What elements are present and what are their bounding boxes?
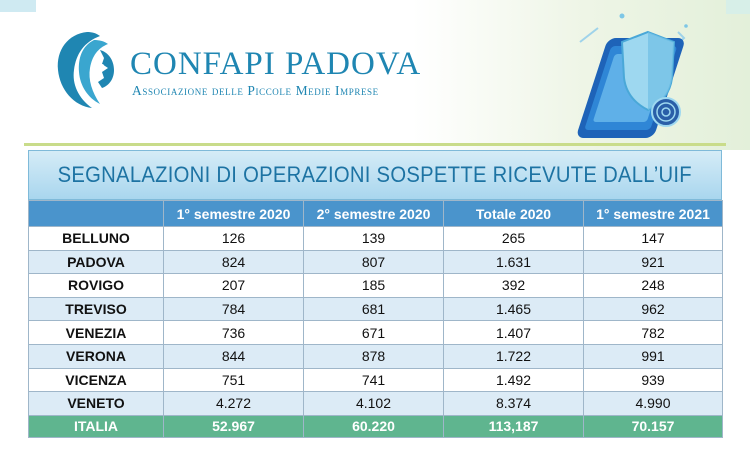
brand-subtitle: Associazione delle Piccole Medie Imprese bbox=[132, 83, 379, 98]
value-cell: 8.374 bbox=[443, 391, 584, 416]
total-row: ITALIA 52.967 60.220 113,187 70.157 bbox=[28, 414, 723, 438]
value-cell: 139 bbox=[303, 226, 444, 251]
value-cell: 741 bbox=[303, 367, 444, 393]
value-cell: 392 bbox=[443, 273, 584, 298]
value-cell: 962 bbox=[583, 296, 723, 322]
value-cell: 939 bbox=[583, 367, 723, 393]
header-divider bbox=[24, 143, 726, 146]
total-label-cell: ITALIA bbox=[28, 414, 164, 438]
header-cell: 1° semestre 2021 bbox=[583, 200, 723, 227]
value-cell: 921 bbox=[583, 249, 723, 275]
total-value-cell: 52.967 bbox=[163, 414, 304, 438]
value-cell: 265 bbox=[443, 226, 584, 251]
corner-tab-left bbox=[0, 0, 36, 12]
region-cell: VERONA bbox=[28, 343, 164, 369]
value-cell: 807 bbox=[303, 249, 444, 275]
value-cell: 991 bbox=[583, 343, 723, 369]
region-cell: TREVISO bbox=[28, 296, 164, 322]
table-title-bar: SEGNALAZIONI DI OPERAZIONI SOSPETTE RICE… bbox=[28, 150, 722, 200]
value-cell: 782 bbox=[583, 320, 723, 345]
total-value-cell: 70.157 bbox=[583, 414, 723, 438]
value-cell: 126 bbox=[163, 226, 304, 251]
value-cell: 1.465 bbox=[443, 296, 584, 322]
brand-name: CONFAPI PADOVA bbox=[130, 46, 422, 82]
value-cell: 1.631 bbox=[443, 249, 584, 275]
corner-tab-right bbox=[726, 0, 750, 14]
region-cell: VENETO bbox=[28, 391, 164, 416]
region-cell: VENEZIA bbox=[28, 320, 164, 345]
table-row: TREVISO 784 681 1.465 962 bbox=[28, 296, 723, 322]
region-cell: BELLUNO bbox=[28, 226, 164, 251]
value-cell: 824 bbox=[163, 249, 304, 275]
header-cell: Totale 2020 bbox=[443, 200, 584, 227]
total-value-cell: 113,187 bbox=[443, 414, 584, 438]
table-row: VERONA 844 878 1.722 991 bbox=[28, 343, 723, 369]
value-cell: 4.272 bbox=[163, 391, 304, 416]
lion-logo-icon bbox=[57, 32, 114, 108]
header-row: 1° semestre 2020 2° semestre 2020 Totale… bbox=[28, 200, 723, 227]
value-cell: 681 bbox=[303, 296, 444, 322]
table-row: VENEZIA 736 671 1.407 782 bbox=[28, 320, 723, 345]
value-cell: 671 bbox=[303, 320, 444, 345]
data-table-panel: SEGNALAZIONI DI OPERAZIONI SOSPETTE RICE… bbox=[28, 150, 723, 438]
value-cell: 4.990 bbox=[583, 391, 723, 416]
value-cell: 1.492 bbox=[443, 367, 584, 393]
table-row: BELLUNO 126 139 265 147 bbox=[28, 226, 723, 251]
value-cell: 147 bbox=[583, 226, 723, 251]
total-value-cell: 60.220 bbox=[303, 414, 444, 438]
header-cell bbox=[28, 200, 164, 227]
value-cell: 751 bbox=[163, 367, 304, 393]
header-cell: 2° semestre 2020 bbox=[303, 200, 444, 227]
region-cell: VICENZA bbox=[28, 367, 164, 393]
value-cell: 844 bbox=[163, 343, 304, 369]
table-row: VICENZA 751 741 1.492 939 bbox=[28, 367, 723, 393]
table-row: PADOVA 824 807 1.631 921 bbox=[28, 249, 723, 275]
value-cell: 1.722 bbox=[443, 343, 584, 369]
value-cell: 784 bbox=[163, 296, 304, 322]
value-cell: 878 bbox=[303, 343, 444, 369]
region-cell: PADOVA bbox=[28, 249, 164, 275]
value-cell: 207 bbox=[163, 273, 304, 298]
value-cell: 185 bbox=[303, 273, 444, 298]
page-header: CONFAPI PADOVA Associazione delle Piccol… bbox=[0, 0, 750, 150]
table-row: VENETO 4.272 4.102 8.374 4.990 bbox=[28, 391, 723, 416]
value-cell: 248 bbox=[583, 273, 723, 298]
shield-phone-illustration bbox=[577, 13, 688, 138]
region-cell: ROVIGO bbox=[28, 273, 164, 298]
value-cell: 1.407 bbox=[443, 320, 584, 345]
sos-table: 1° semestre 2020 2° semestre 2020 Totale… bbox=[28, 200, 723, 438]
value-cell: 736 bbox=[163, 320, 304, 345]
table-title: SEGNALAZIONI DI OPERAZIONI SOSPETTE RICE… bbox=[57, 162, 693, 187]
table-row: ROVIGO 207 185 392 248 bbox=[28, 273, 723, 298]
header-cell: 1° semestre 2020 bbox=[163, 200, 304, 227]
value-cell: 4.102 bbox=[303, 391, 444, 416]
